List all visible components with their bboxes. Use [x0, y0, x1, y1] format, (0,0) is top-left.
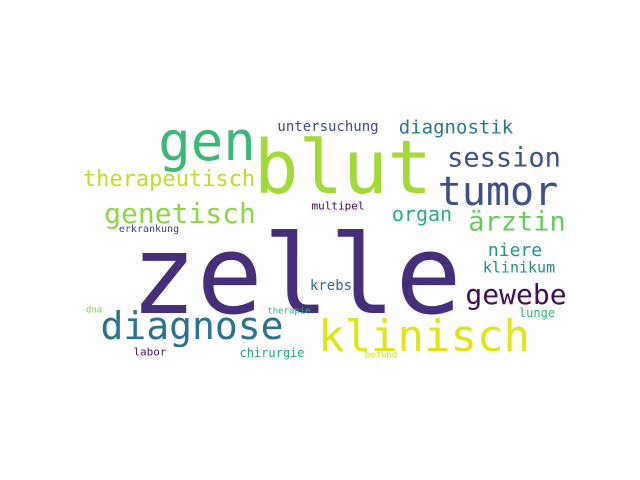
word-tumor: tumor [437, 169, 559, 215]
word-dna: dna [85, 305, 103, 316]
word-befund: befund [364, 350, 398, 361]
word-labor: labor [133, 345, 167, 359]
word-therapie: therapie [267, 306, 311, 317]
word-lunge: lunge [518, 306, 556, 320]
word-erkrankung: erkrankung [118, 224, 180, 235]
word-chirurgie: chirurgie [239, 346, 305, 360]
word-zelle: zelle [130, 211, 462, 339]
word-niere: niere [487, 240, 543, 261]
word-multipel: multipel [311, 199, 365, 213]
word-aerztin: ärztin [468, 206, 566, 238]
word-therapeutisch: therapeutisch [82, 167, 256, 192]
word-diagnose: diagnose [100, 304, 284, 348]
word-klinikum: klinikum [482, 258, 556, 277]
word-diagnostik: diagnostik [398, 116, 514, 139]
word-gen: gen [158, 110, 256, 173]
word-untersuchung: untersuchung [277, 119, 379, 135]
word-genetisch: genetisch [104, 197, 256, 230]
word-session: session [447, 142, 561, 174]
word-klinisch: klinisch [318, 311, 530, 362]
word-krebs: krebs [309, 278, 353, 294]
word-organ: organ [391, 202, 453, 226]
word-gewebe: gewebe [465, 278, 567, 311]
word-blut: blut [253, 125, 433, 211]
